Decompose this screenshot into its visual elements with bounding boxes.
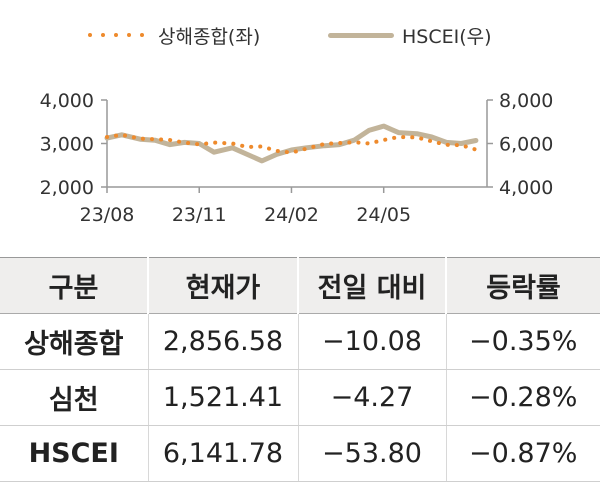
current-price-cell: 2,856.58 <box>147 313 298 370</box>
change-cell: −53.80 <box>297 425 446 482</box>
current-price-cell: 6,141.78 <box>147 425 298 482</box>
left-y-tick-label: 2,000 <box>40 177 94 199</box>
table-row: HSCEI 6,141.78 −53.80 −0.87% <box>0 425 600 482</box>
shanghai-series-line <box>105 132 478 155</box>
x-tick-label: 24/02 <box>264 204 319 226</box>
row-name: 심천 <box>0 369 148 426</box>
row-name: 상해종합 <box>0 313 148 370</box>
column-header: 현재가 <box>147 257 298 314</box>
x-tick-label: 23/11 <box>172 204 227 226</box>
right-y-tick-label: 6,000 <box>499 134 553 156</box>
right-y-tick-label: 4,000 <box>499 177 553 199</box>
table-header-row: 구분 현재가 전일 대비 등락률 <box>0 257 600 314</box>
current-price-cell: 1,521.41 <box>147 369 298 426</box>
column-header: 등락률 <box>445 257 600 314</box>
chart-legend: 상해종합(좌) HSCEI(우) <box>0 20 600 50</box>
left-y-tick-label: 3,000 <box>40 134 94 156</box>
index-table: 구분 현재가 전일 대비 등락률 상해종합 2,856.58 −10.08 −0… <box>0 257 600 482</box>
line-chart: 2,000 3,000 4,000 4,000 6,000 8,000 23/08 23/11… <box>40 90 554 226</box>
legend-label-left: 상해종합(좌) <box>158 25 261 48</box>
left-y-tick-label: 4,000 <box>40 90 94 112</box>
table-row: 심천 1,521.41 −4.27 −0.28% <box>0 369 600 426</box>
legend-label-right: HSCEI(우) <box>402 25 492 48</box>
legend-item-shanghai: 상해종합(좌) <box>88 20 260 50</box>
column-header: 구분 <box>0 257 148 314</box>
solid-line-swatch <box>328 32 394 38</box>
column-header: 전일 대비 <box>297 257 446 314</box>
x-tick-label: 23/08 <box>80 204 135 226</box>
change-cell: −4.27 <box>297 369 446 426</box>
legend-item-hscei: HSCEI(우) <box>328 20 492 50</box>
dotted-line-swatch <box>88 32 150 38</box>
change-rate-cell: −0.35% <box>445 313 600 370</box>
x-tick-label: 24/05 <box>356 204 411 226</box>
change-rate-cell: −0.28% <box>445 369 600 426</box>
hscei-series-line <box>104 123 479 164</box>
change-rate-cell: −0.87% <box>445 425 600 482</box>
table-row: 상해종합 2,856.58 −10.08 −0.35% <box>0 313 600 370</box>
change-cell: −10.08 <box>297 313 446 370</box>
right-y-tick-label: 8,000 <box>499 90 553 112</box>
row-name: HSCEI <box>0 425 148 482</box>
chart-area: 상해종합(좌) HSCEI(우) 2,000 3,000 4,000 4,000 6,0… <box>0 20 600 227</box>
